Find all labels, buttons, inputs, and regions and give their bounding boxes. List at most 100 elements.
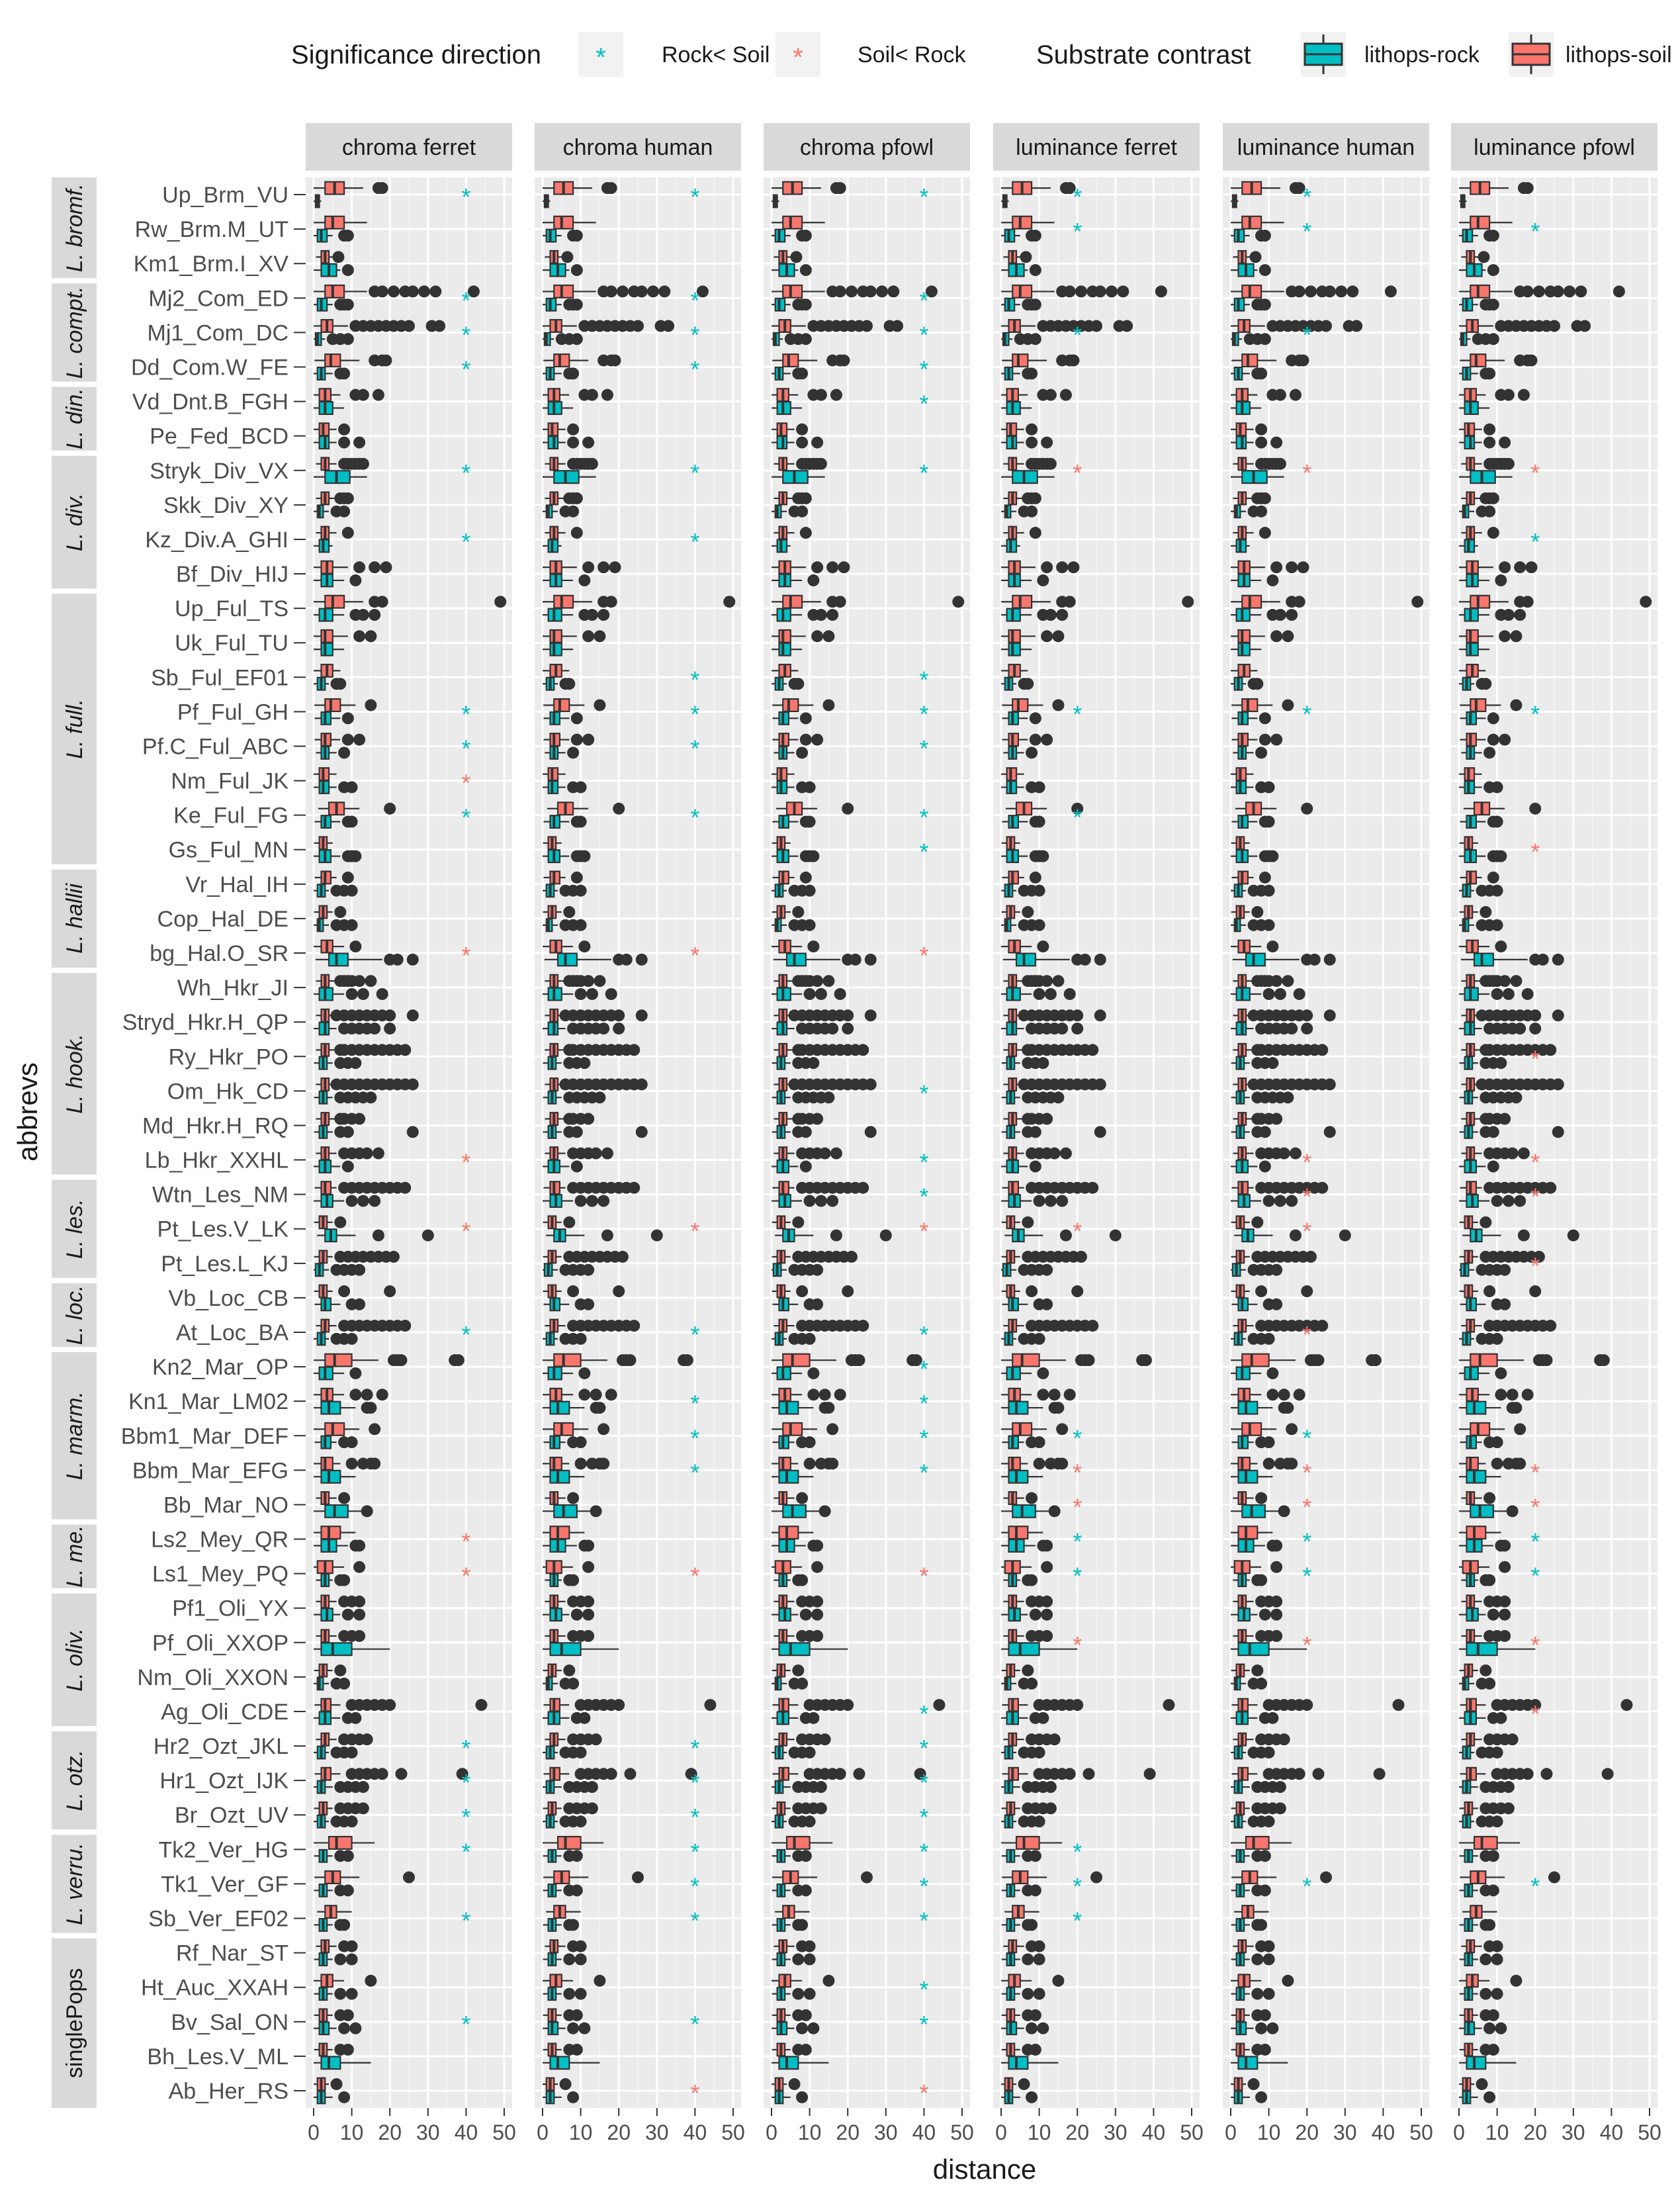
outlier-point: [1301, 1023, 1313, 1034]
outlier-point: [1083, 1354, 1094, 1366]
outlier-point: [334, 1665, 346, 1676]
outlier-point: [1370, 1354, 1382, 1366]
significance-star: *: [1073, 1907, 1082, 1935]
outlier-point: [1030, 712, 1041, 724]
significance-star: *: [461, 804, 470, 831]
outlier-point: [830, 1148, 842, 1160]
significance-star: *: [461, 459, 470, 486]
outlier-point: [1030, 264, 1041, 276]
outlier-point: [1259, 333, 1271, 345]
box: [322, 1457, 333, 1470]
box: [1012, 1423, 1032, 1436]
box: [1470, 216, 1489, 229]
outlier-point: [597, 1457, 609, 1469]
outlier-point: [1503, 389, 1515, 401]
legend-significance-label: Rock< Soil: [662, 42, 770, 68]
panel-chroma-human: *************************: [535, 177, 741, 2108]
outlier-point: [1071, 1699, 1083, 1711]
significance-star: *: [1302, 1563, 1311, 1590]
outlier-point: [342, 1160, 354, 1172]
outlier-point: [586, 1195, 598, 1207]
outlier-point: [349, 940, 361, 952]
outlier-point: [1324, 285, 1336, 297]
significance-star: *: [1073, 459, 1082, 486]
outlier-point: [361, 1148, 373, 1160]
group-strip-label: L. compt.: [62, 286, 87, 379]
outlier-point: [365, 699, 376, 711]
box: [779, 1402, 799, 1414]
outlier-point: [567, 424, 579, 435]
outlier-point: [582, 1113, 594, 1125]
outlier-point: [800, 1884, 812, 1896]
outlier-point: [1335, 285, 1347, 297]
outlier-point: [822, 630, 834, 642]
outlier-point: [334, 1988, 346, 2000]
box: [779, 1643, 810, 1655]
outlier-point: [811, 630, 823, 642]
box: [1242, 285, 1261, 298]
outlier-point: [1075, 1251, 1087, 1263]
outlier-point: [1324, 954, 1336, 966]
outlier-point: [1278, 1148, 1290, 1160]
outlier-point: [1270, 1264, 1282, 1276]
box: [554, 1505, 577, 1518]
outlier-point: [346, 1436, 358, 1448]
outlier-point: [1263, 1457, 1275, 1469]
outlier-point: [349, 1367, 361, 1379]
outlier-point: [395, 1354, 407, 1366]
outlier-point: [636, 285, 648, 297]
outlier-point: [861, 1872, 873, 1884]
outlier-point: [624, 1768, 636, 1780]
outlier-point: [800, 734, 812, 746]
outlier-point: [1030, 2009, 1041, 2021]
outlier-point: [723, 596, 735, 608]
outlier-point: [338, 424, 350, 435]
outlier-point: [563, 1216, 575, 1228]
box: [1470, 699, 1485, 711]
outlier-point: [842, 1023, 854, 1034]
outlier-point: [1026, 1492, 1038, 1504]
legend-substrate-label: lithops-rock: [1364, 42, 1480, 68]
outlier-point: [1263, 885, 1275, 897]
outlier-point: [1579, 320, 1591, 332]
outlier-point: [1297, 355, 1309, 367]
outlier-point: [1030, 2044, 1041, 2056]
outlier-point: [418, 285, 430, 297]
significance-star: *: [690, 2011, 699, 2038]
outlier-point: [804, 1747, 816, 1758]
box: [1239, 1402, 1258, 1414]
outlier-point: [819, 1733, 831, 1745]
outlier-point: [1529, 1023, 1541, 1034]
outlier-point: [563, 906, 575, 918]
outlier-point: [1026, 747, 1038, 758]
outlier-point: [1037, 574, 1049, 586]
outlier-point: [1255, 2023, 1267, 2034]
outlier-point: [1510, 1091, 1522, 1103]
outlier-point: [1259, 492, 1271, 504]
outlier-point: [1090, 1872, 1102, 1884]
significance-star: *: [919, 666, 928, 693]
outlier-point: [1270, 437, 1282, 449]
outlier-point: [342, 230, 354, 242]
significance-star: *: [1073, 183, 1082, 210]
outlier-point: [853, 1768, 865, 1780]
outlier-point: [819, 1148, 831, 1160]
outlier-point: [789, 2078, 801, 2090]
outlier-point: [571, 264, 583, 276]
outlier-point: [662, 320, 674, 332]
outlier-point: [834, 1768, 846, 1780]
outlier-point: [597, 609, 609, 621]
box: [551, 630, 562, 643]
outlier-point: [1487, 492, 1499, 504]
outlier-point: [815, 1802, 827, 1814]
outlier-point: [811, 437, 823, 449]
outlier-point: [571, 333, 583, 345]
outlier-point: [1503, 609, 1515, 621]
outlier-point: [822, 975, 834, 987]
outlier-point: [1259, 2044, 1271, 2056]
outlier-point: [1079, 954, 1091, 966]
outlier-point: [804, 1457, 816, 1469]
outlier-point: [1274, 1781, 1286, 1793]
outlier-point: [1094, 1078, 1106, 1090]
